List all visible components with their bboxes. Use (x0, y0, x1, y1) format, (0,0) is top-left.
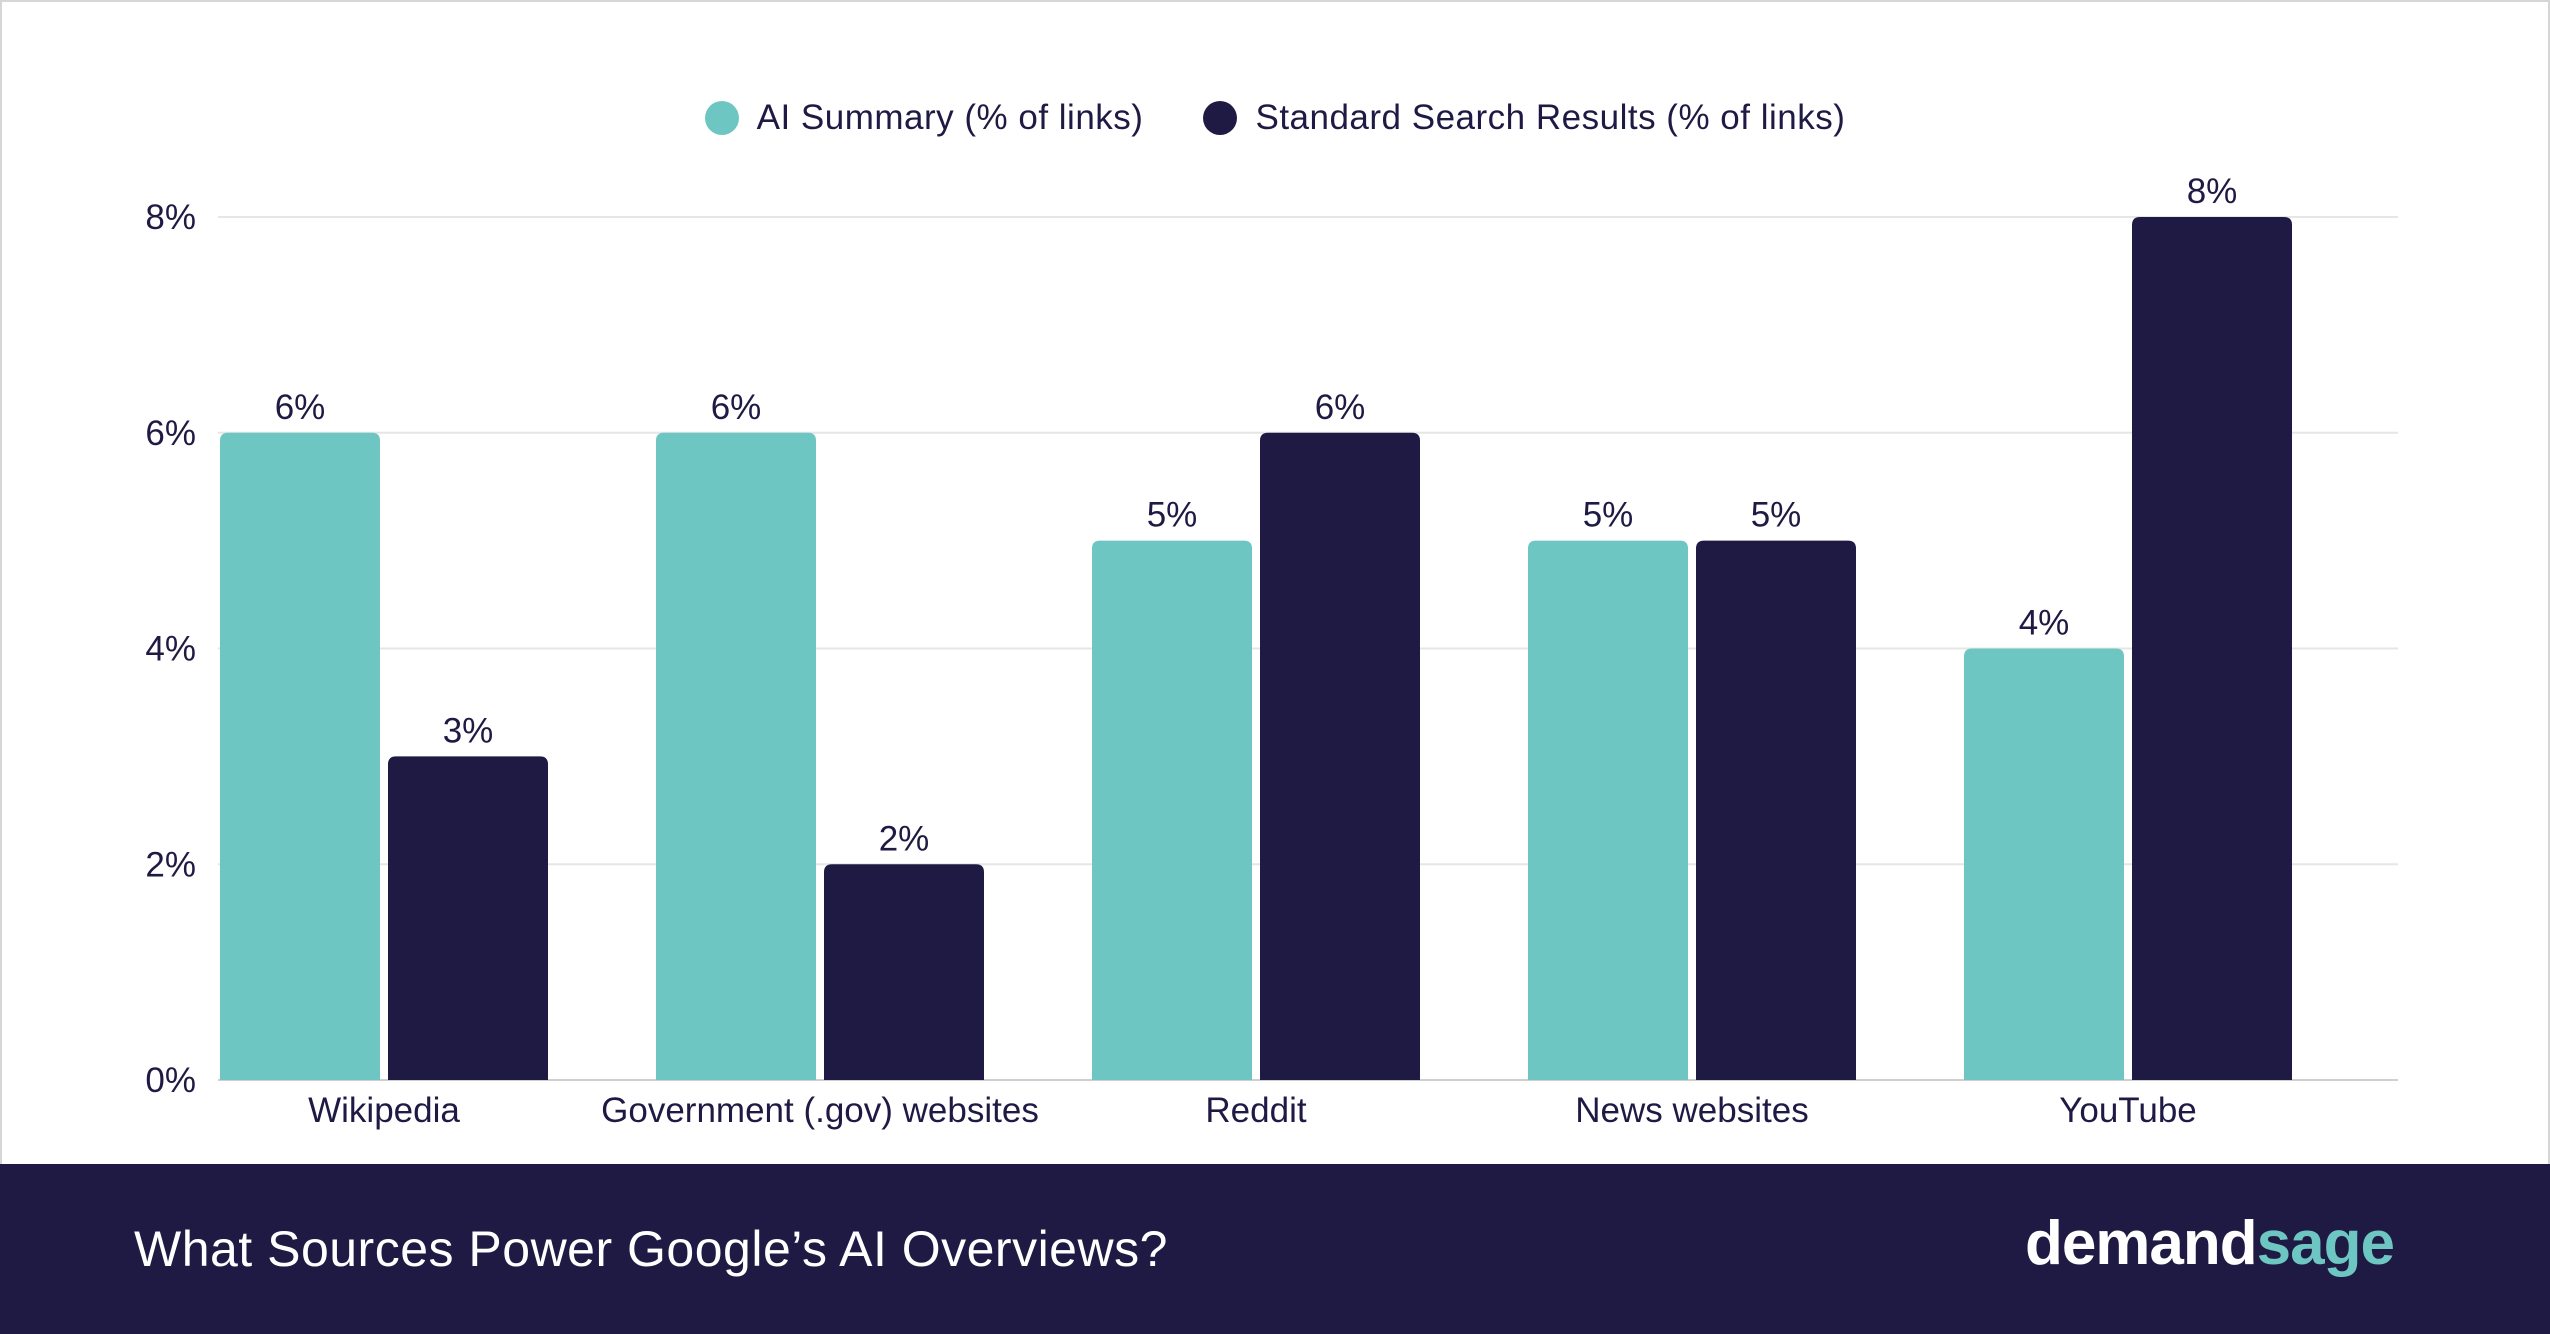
bar-value-label: 5% (1147, 496, 1198, 535)
chart-area: AI Summary (% of links) Standard Search … (0, 98, 2550, 1130)
bar-value-label: 3% (443, 711, 494, 750)
bar (656, 432, 816, 1080)
legend-item-standard-search: Standard Search Results (% of links) (1203, 98, 1845, 138)
x-tick-label: Wikipedia (308, 1091, 460, 1130)
brand-logo-part1: demand (2024, 1209, 2258, 1278)
legend-label-standard-search: Standard Search Results (% of links) (1255, 98, 1846, 137)
bar (1092, 540, 1252, 1080)
y-tick-label: 0% (145, 1061, 196, 1100)
brand-logo: demandsage (2024, 1164, 2395, 1334)
bar-chart: 0% 2% 4% 6% 8% 6% 3% Wikipedia 6% 2% Government (.… (145, 172, 2398, 1130)
x-tick-label: Government (.gov) websites (601, 1091, 1039, 1130)
y-tick-label: 2% (145, 845, 196, 884)
chart-title: What Sources Power Google’s AI Overviews… (134, 1221, 1168, 1277)
bar (388, 756, 548, 1080)
bar (1528, 540, 1688, 1080)
bar-value-label: 6% (275, 388, 326, 427)
bar-value-label: 6% (711, 388, 762, 427)
x-tick-label: News websites (1575, 1091, 1808, 1130)
footer-banner: What Sources Power Google’s AI Overviews… (0, 1164, 2550, 1334)
y-tick-label: 4% (145, 630, 196, 669)
bar (1964, 648, 2124, 1080)
legend-label-ai-summary: AI Summary (% of links) (756, 98, 1144, 137)
legend-item-ai-summary: AI Summary (% of links) (704, 98, 1144, 138)
bar-value-label: 5% (1583, 496, 1634, 535)
bar-value-label: 2% (879, 819, 930, 858)
bar (220, 432, 380, 1080)
legend: AI Summary (% of links) Standard Search … (0, 98, 2550, 138)
bar-value-label: 5% (1751, 496, 1802, 535)
bar-value-label: 4% (2019, 604, 2070, 643)
y-tick-label: 6% (145, 414, 196, 453)
bar-value-label: 6% (1315, 388, 1366, 427)
bar-value-label: 8% (2187, 172, 2238, 211)
brand-logo-part2: sage (2256, 1209, 2395, 1278)
bar (1260, 432, 1420, 1080)
y-tick-label: 8% (145, 198, 196, 237)
x-tick-label: Reddit (1205, 1091, 1306, 1130)
bar (824, 864, 984, 1080)
bar (1696, 540, 1856, 1080)
legend-swatch-ai-summary (704, 101, 739, 135)
x-tick-label: YouTube (2059, 1091, 2197, 1130)
bar (2132, 217, 2292, 1080)
legend-swatch-standard-search (1203, 101, 1238, 135)
